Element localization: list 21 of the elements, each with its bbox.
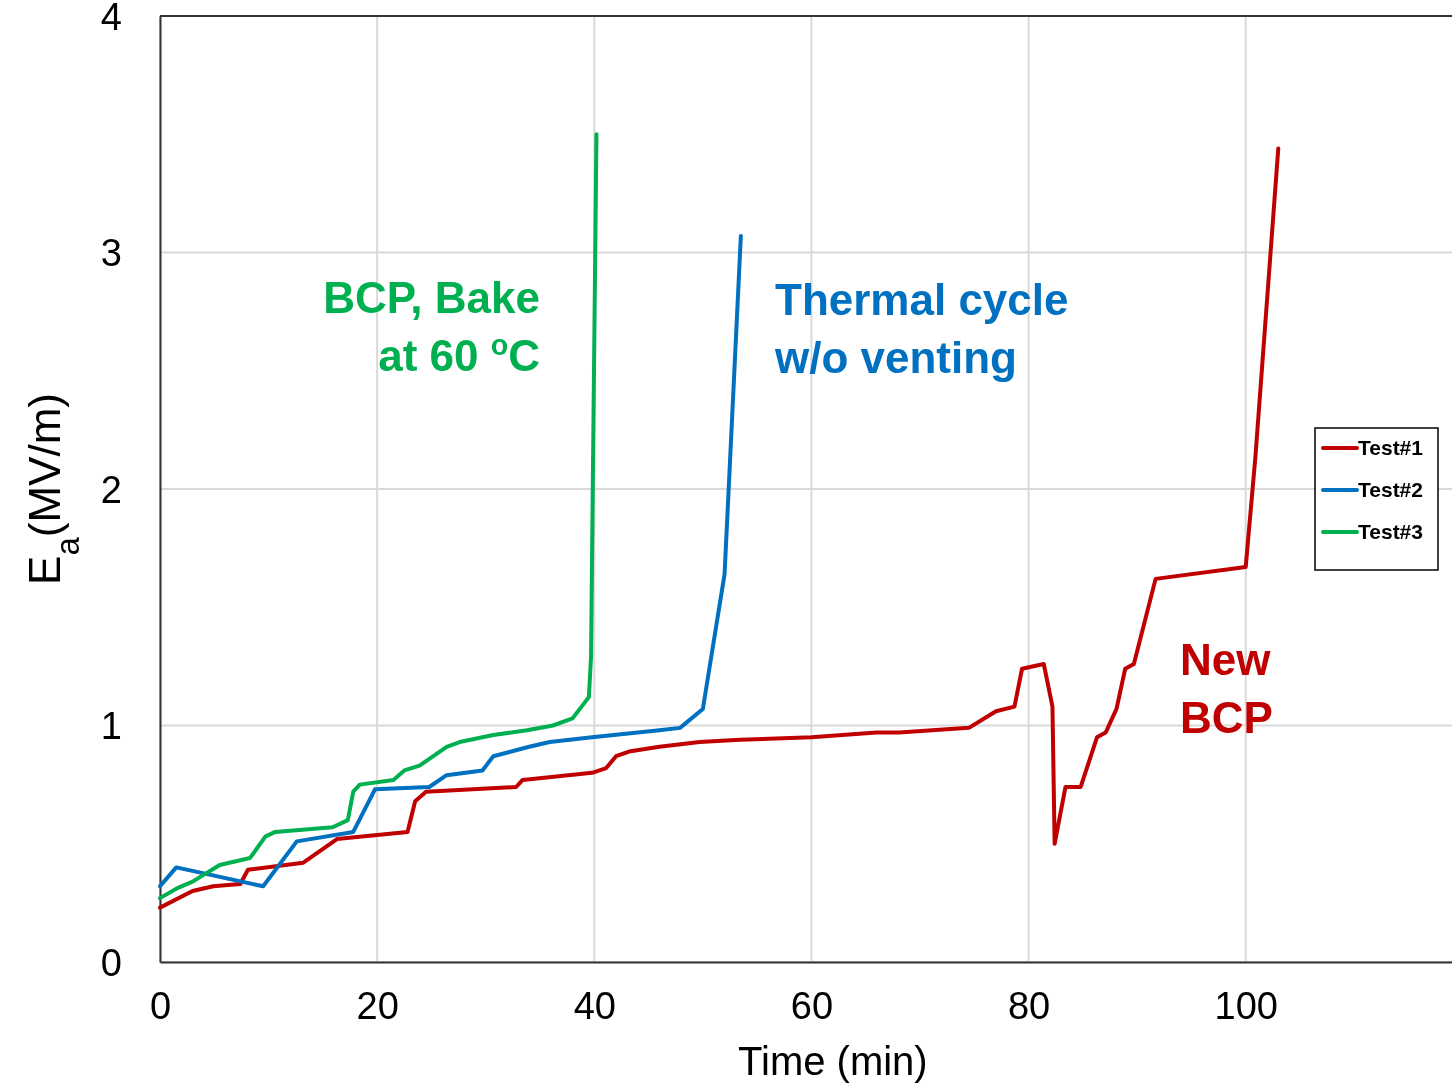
line-series [158,132,599,901]
x-tick-label: 100 [1214,984,1278,1027]
line-series [158,233,743,889]
annotation: New BCP [1180,635,1273,742]
x-tick-label: 40 [573,984,616,1027]
legend-label: Test#1 [1358,436,1424,460]
annotation: BCP, Bake at 60 $^{o}$C [323,273,540,380]
x-tick-label: 0 [149,984,172,1027]
x-tick-label: 60 [790,984,834,1027]
y-tick-label: 0 [100,941,122,984]
x-axis-title: Time (min) [738,1039,928,1083]
y-tick-label: 4 [100,0,122,38]
x-tick-label: 20 [356,984,399,1027]
x-tick-label: 80 [1007,984,1051,1027]
annotation: Thermal cycle w/o venting [774,275,1069,382]
legend-label: Test#3 [1358,520,1423,544]
line-series [158,146,1281,910]
y-tick-label: 2 [100,468,122,511]
legend-label: Test#2 [1358,478,1423,502]
y-tick-label: 3 [100,232,122,275]
y-tick-label: 1 [100,705,122,748]
